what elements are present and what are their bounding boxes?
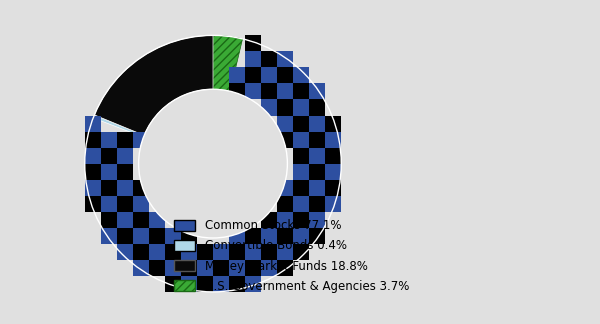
Legend: Common Stocks 77.1%, Convertible Bonds 0.4%, Money Market Funds 18.8%, U.S. Gove: Common Stocks 77.1%, Convertible Bonds 0… [174, 219, 409, 293]
Wedge shape [213, 35, 242, 91]
Wedge shape [85, 39, 341, 292]
Circle shape [139, 89, 287, 238]
Wedge shape [93, 115, 144, 137]
Circle shape [139, 89, 287, 238]
Wedge shape [94, 35, 213, 135]
